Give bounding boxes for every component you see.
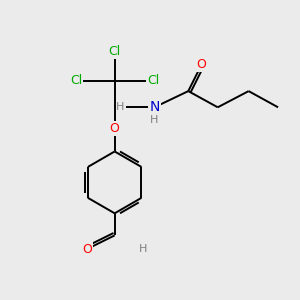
Text: Cl: Cl (147, 74, 159, 87)
Text: H: H (150, 115, 159, 125)
Text: H: H (116, 102, 125, 112)
Text: H: H (139, 244, 147, 254)
Text: N: N (149, 100, 160, 114)
Text: O: O (110, 122, 120, 135)
Text: O: O (82, 243, 92, 256)
Text: Cl: Cl (70, 74, 82, 87)
Text: Cl: Cl (109, 45, 121, 58)
Text: O: O (196, 58, 206, 71)
